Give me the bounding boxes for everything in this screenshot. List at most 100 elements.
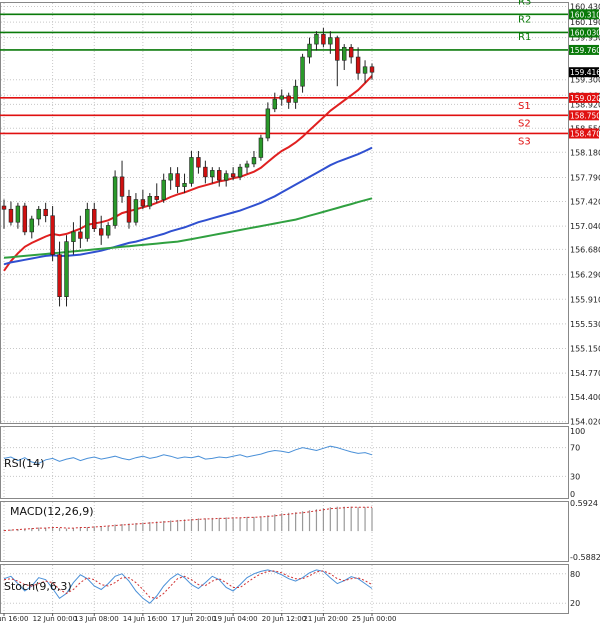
level-label-r1: R1: [518, 32, 531, 43]
candle-body: [126, 196, 132, 223]
candle-body: [279, 95, 284, 100]
level-label-s3: S3: [518, 136, 531, 147]
candle-body: [29, 218, 34, 233]
level-price-s3: 158.470: [570, 129, 600, 138]
rsi-title: RSI(14): [4, 457, 44, 470]
rsi-axis-tick: 0: [570, 490, 575, 499]
candle: [286, 92, 291, 109]
candle-body: [43, 208, 48, 217]
candle: [223, 170, 229, 187]
candle-body: [50, 215, 55, 255]
level-price-r2: 160.030: [570, 28, 600, 37]
candle-body: [300, 56, 305, 87]
candle-body: [175, 173, 180, 187]
candle-body: [64, 241, 69, 297]
candle-body: [348, 47, 354, 58]
candle: [210, 167, 215, 184]
candle-body: [314, 34, 319, 45]
candle: [230, 167, 236, 181]
candle-body: [1, 205, 7, 210]
candle: [342, 44, 347, 71]
candle: [175, 167, 180, 194]
price-axis-tick: 157.040: [570, 222, 600, 231]
candle-body: [15, 205, 21, 223]
candle-body: [154, 196, 159, 200]
candle: [133, 193, 139, 226]
rsi-axis-tick: 100: [570, 427, 585, 436]
candle: [154, 183, 159, 203]
candle: [112, 170, 118, 229]
current-price-badge: [569, 67, 599, 78]
candle-body: [36, 208, 41, 220]
stoch-axis-tick: 80: [570, 570, 580, 579]
candle: [189, 150, 194, 187]
stoch-d-line: [3, 570, 373, 599]
x-axis-tick: 17 Jun 20:00: [171, 615, 215, 623]
candle: [293, 79, 298, 109]
level-label-s2: S2: [518, 118, 531, 129]
candle: [36, 206, 41, 226]
candle-body: [78, 231, 83, 239]
price-axis-tick: 159.950: [570, 34, 600, 43]
x-axis-tick: 11 Jun 16:00: [0, 615, 28, 623]
x-axis-tick: 13 Jun 08:00: [74, 615, 118, 623]
level-price-badge: [569, 92, 599, 103]
candle: [244, 160, 250, 174]
price-axis-tick: 158.180: [570, 148, 600, 157]
candle-body: [328, 37, 333, 45]
stoch-k-line: [3, 569, 373, 604]
candle-body: [293, 85, 298, 103]
candle: [22, 202, 28, 236]
candle-body: [22, 205, 28, 233]
candle: [1, 199, 7, 229]
candle: [92, 202, 97, 232]
price-axis-tick: 154.020: [570, 418, 600, 427]
candle: [258, 134, 264, 161]
candle: [43, 202, 48, 223]
candle: [29, 215, 34, 239]
level-price-badge: [569, 9, 599, 20]
candle-body: [92, 208, 97, 229]
candle-body: [230, 173, 236, 178]
candle: [140, 189, 146, 210]
x-axis-tick: 21 Jun 20:00: [303, 615, 347, 623]
candle: [50, 206, 55, 262]
candle: [98, 215, 104, 245]
candle: [355, 47, 361, 80]
price-axis-tick: 156.680: [570, 245, 600, 254]
level-price-badge: [569, 27, 599, 38]
candle-body: [265, 108, 271, 139]
rsi-line: [3, 445, 373, 464]
candle: [300, 53, 305, 93]
candle: [321, 27, 326, 48]
candle-body: [196, 157, 201, 168]
candle-body: [362, 66, 368, 74]
candle: [105, 222, 111, 239]
candle: [8, 201, 14, 226]
price-axis-tick: 155.530: [570, 320, 600, 329]
candle: [85, 202, 90, 242]
price-axis-tick: 154.400: [570, 393, 600, 402]
candle-body: [168, 173, 173, 181]
candle-body: [182, 183, 187, 187]
level-label-r2: R2: [518, 14, 531, 25]
candle: [369, 63, 375, 80]
rsi-axis-tick: 70: [570, 444, 580, 453]
macd-title: MACD(12,26,9): [10, 505, 94, 518]
candle-body: [244, 163, 250, 168]
candle-body: [105, 225, 111, 236]
series-ma-fast: [3, 75, 373, 272]
stoch-panel: [0, 564, 569, 614]
candle: [348, 44, 354, 64]
level-price-s1: 159.020: [570, 94, 600, 103]
candle: [78, 215, 83, 249]
x-axis-tick: 25 Jun 00:00: [352, 615, 396, 623]
candle-body: [119, 176, 125, 197]
candle: [196, 150, 201, 174]
candle-body: [251, 157, 257, 165]
candle-body: [203, 166, 208, 178]
candle-body: [161, 179, 166, 200]
candle-body: [342, 47, 347, 61]
candle: [57, 241, 62, 307]
